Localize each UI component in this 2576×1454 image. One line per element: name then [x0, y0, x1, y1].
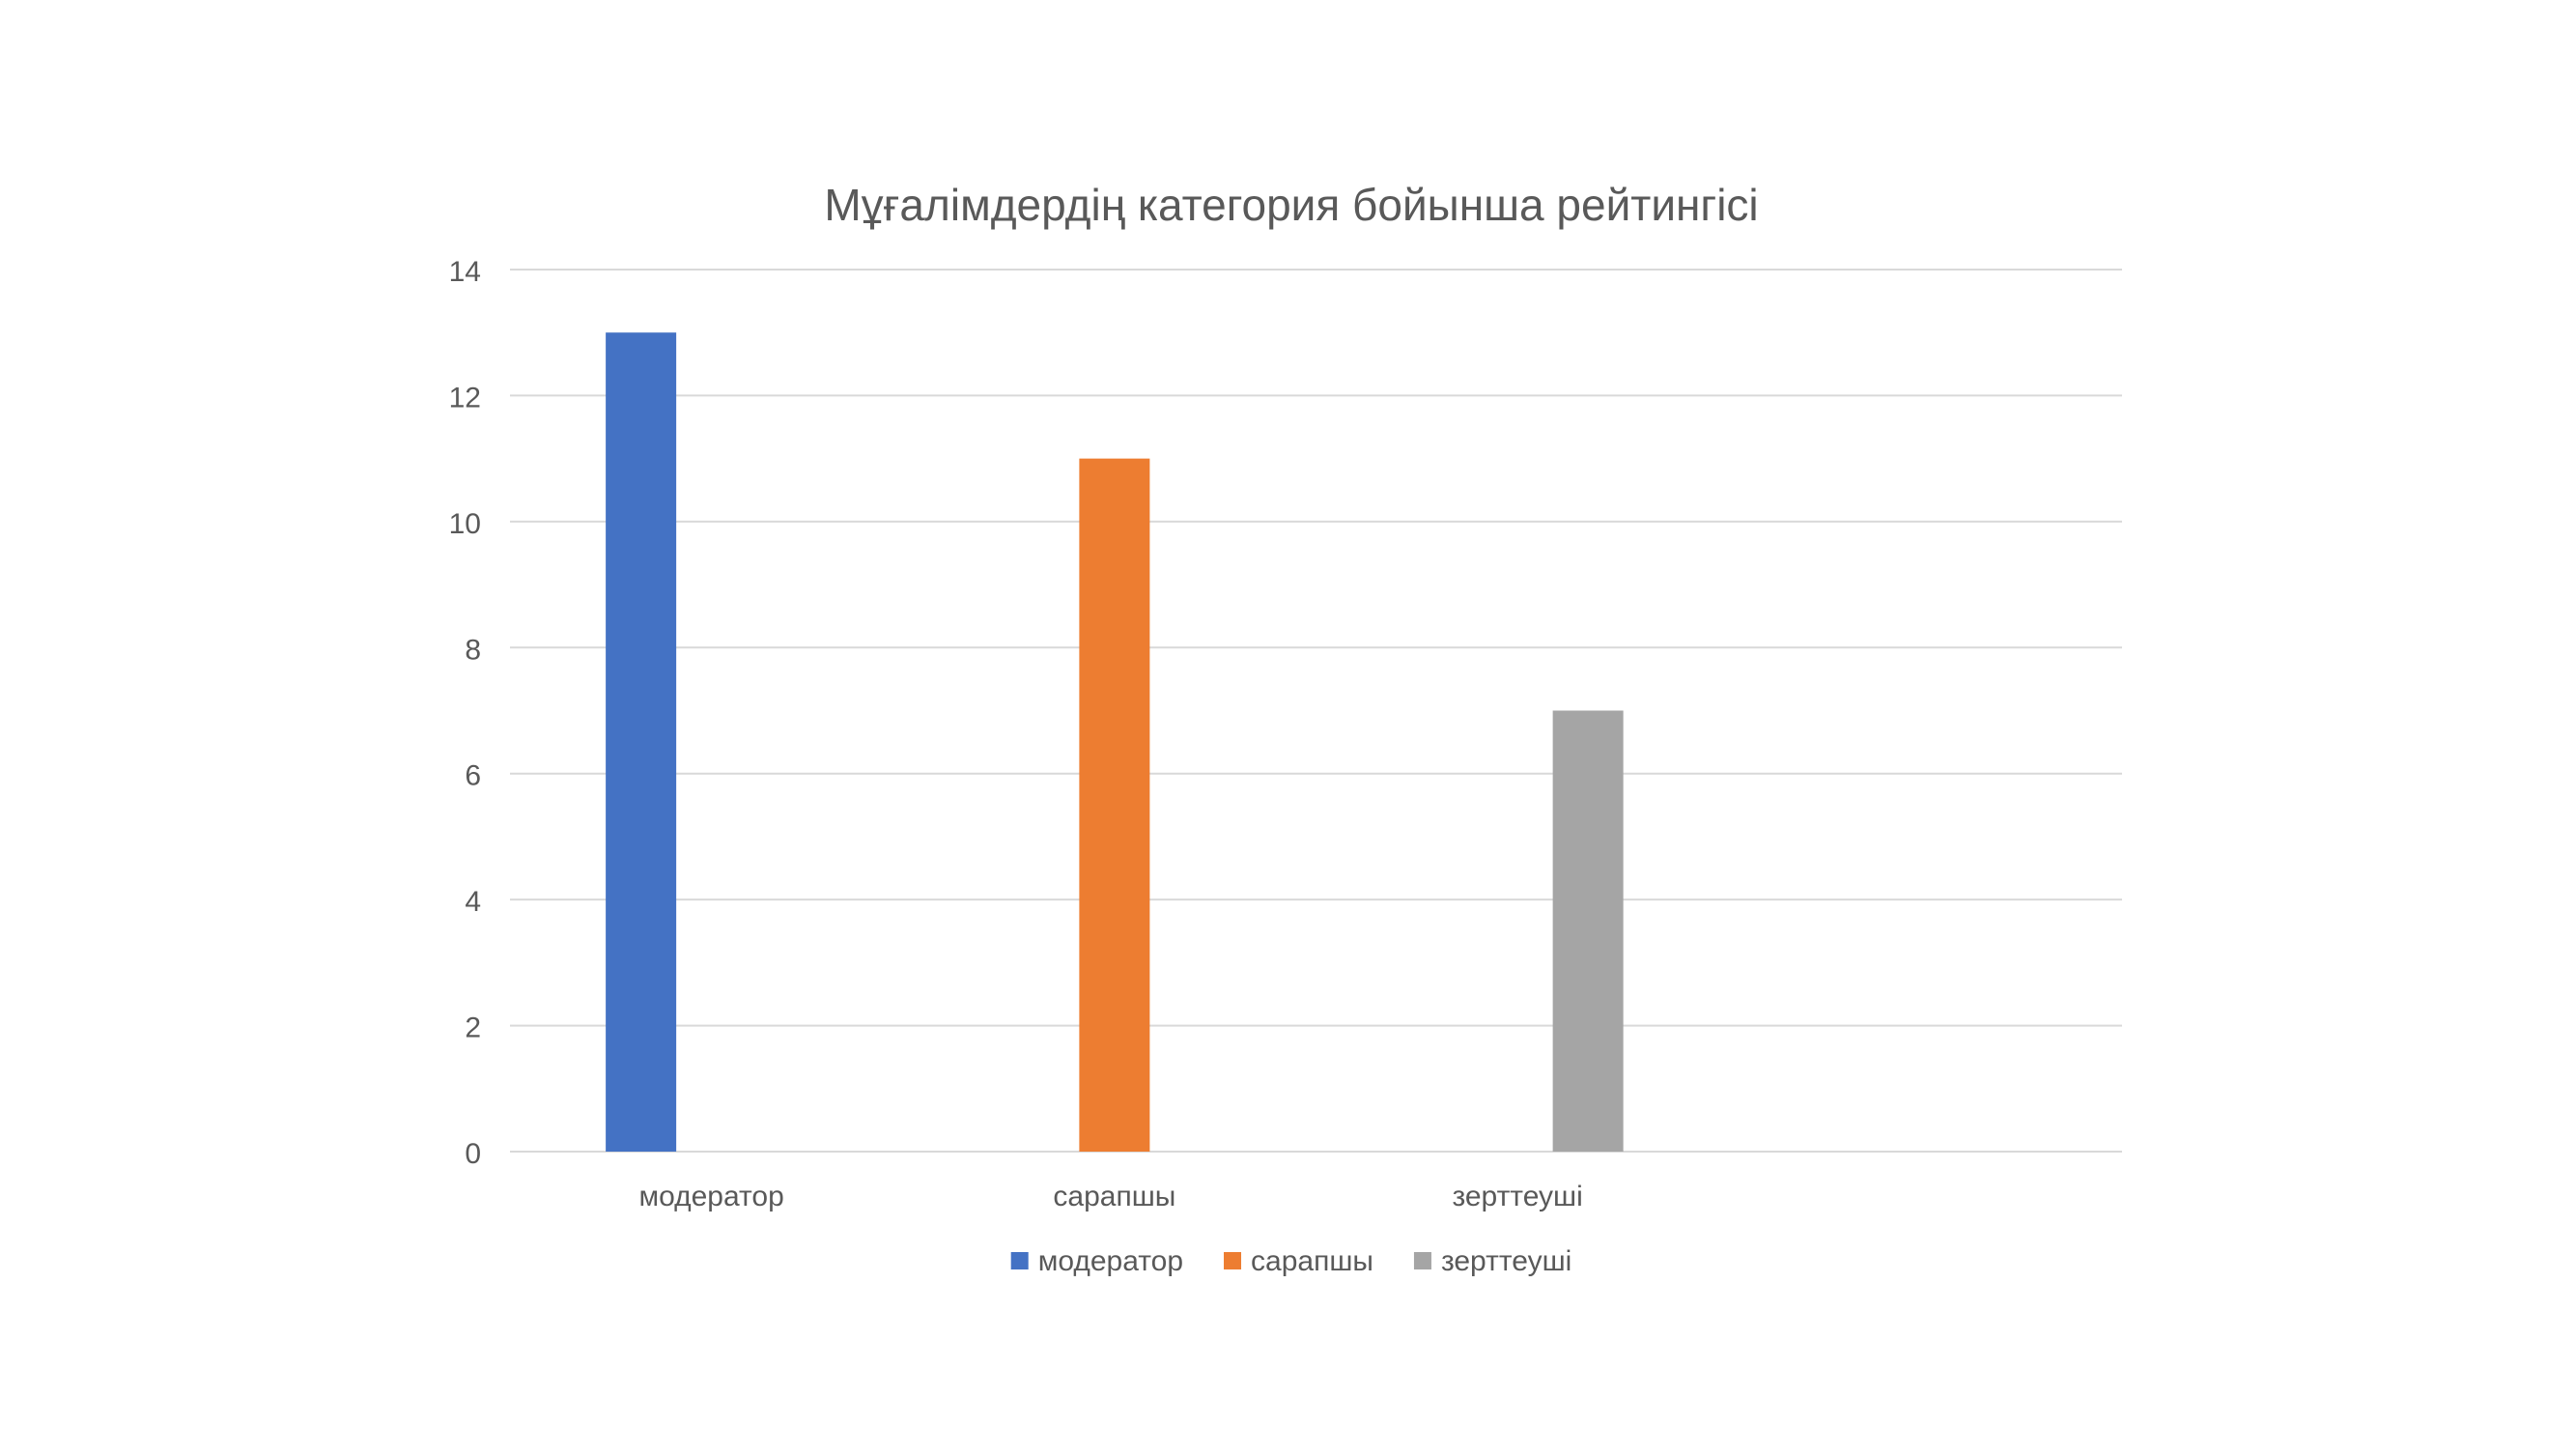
y-tick-label: 14 — [449, 256, 481, 288]
y-tick-label: 10 — [449, 508, 481, 540]
y-tick-label: 4 — [465, 886, 481, 918]
y-tick-label: 8 — [465, 634, 481, 666]
y-axis-tick-labels: 0 2 4 6 8 10 12 14 — [449, 256, 481, 1170]
legend-label: модератор — [1038, 1245, 1183, 1277]
legend-item: модератор — [1010, 1245, 1183, 1277]
legend-item: зерттеуші — [1413, 1245, 1571, 1277]
legend-swatch — [1224, 1252, 1242, 1269]
bar-1 — [606, 332, 677, 1152]
legend: модератор сарапшы зерттеуші — [1010, 1245, 1571, 1277]
legend-label: зерттеуші — [1441, 1245, 1571, 1277]
y-tick-label: 0 — [465, 1138, 481, 1170]
y-tick-label: 2 — [465, 1012, 481, 1044]
x-tick-label: модератор — [638, 1181, 783, 1212]
bar-3 — [1552, 710, 1624, 1152]
legend-label: сарапшы — [1251, 1245, 1373, 1277]
chart-title: Мұғалімдердің категория бойынша рейтингі… — [824, 180, 1758, 230]
bars — [606, 332, 1624, 1153]
legend-swatch — [1413, 1252, 1431, 1269]
y-tick-label: 6 — [465, 760, 481, 792]
legend-swatch — [1010, 1252, 1029, 1269]
y-tick-label: 12 — [449, 382, 481, 413]
x-tick-label: зерттеуші — [1452, 1181, 1582, 1212]
x-axis-tick-labels: модератор сарапшы зерттеуші — [638, 1181, 1582, 1212]
bar-2 — [1079, 458, 1150, 1153]
gridlines — [510, 269, 2122, 1153]
x-tick-label: сарапшы — [1053, 1181, 1175, 1212]
legend-item: сарапшы — [1224, 1245, 1373, 1277]
